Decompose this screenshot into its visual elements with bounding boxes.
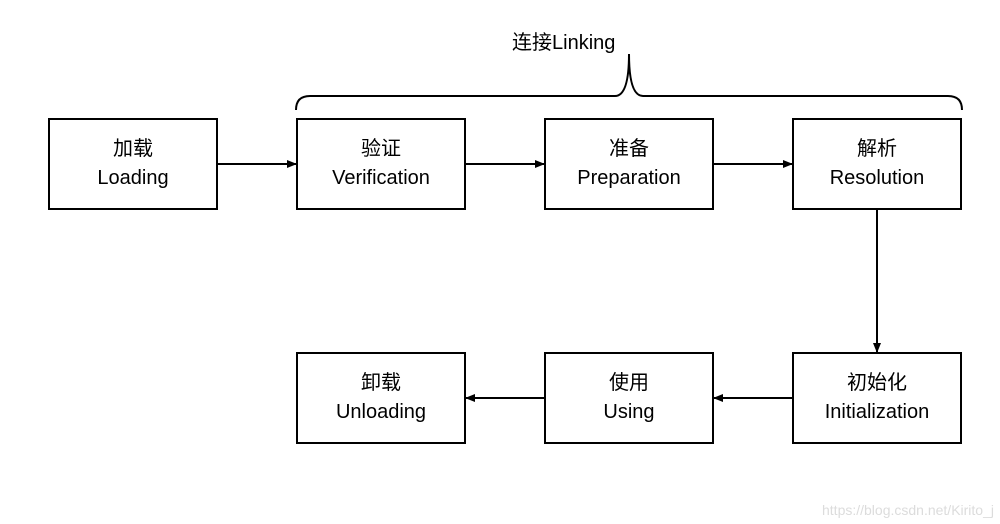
- node-verification: 验证Verification: [296, 118, 466, 210]
- node-using-label-cn: 使用: [609, 369, 649, 398]
- linking-brace: [296, 54, 962, 110]
- node-resolution: 解析Resolution: [792, 118, 962, 210]
- node-unloading-label-en: Unloading: [336, 398, 426, 427]
- node-verification-label-cn: 验证: [361, 135, 401, 164]
- node-preparation-label-cn: 准备: [609, 135, 649, 164]
- node-unloading: 卸载Unloading: [296, 352, 466, 444]
- node-using-label-en: Using: [603, 398, 654, 427]
- node-resolution-label-en: Resolution: [830, 164, 925, 193]
- node-initialization-label-en: Initialization: [825, 398, 930, 427]
- node-resolution-label-cn: 解析: [857, 135, 897, 164]
- node-loading: 加载Loading: [48, 118, 218, 210]
- node-initialization: 初始化Initialization: [792, 352, 962, 444]
- diagram-title: 连接Linking: [512, 26, 615, 55]
- node-using: 使用Using: [544, 352, 714, 444]
- watermark: https://blog.csdn.net/Kirito_j: [822, 502, 994, 518]
- diagram-title-cn: 连接: [512, 32, 552, 54]
- node-verification-label-en: Verification: [332, 164, 430, 193]
- node-preparation: 准备Preparation: [544, 118, 714, 210]
- arrows-layer: [0, 0, 1000, 524]
- node-unloading-label-cn: 卸载: [361, 369, 401, 398]
- node-loading-label-cn: 加载: [113, 135, 153, 164]
- node-initialization-label-cn: 初始化: [847, 369, 907, 398]
- node-preparation-label-en: Preparation: [577, 164, 680, 193]
- diagram-title-en: Linking: [552, 32, 615, 54]
- node-loading-label-en: Loading: [97, 164, 168, 193]
